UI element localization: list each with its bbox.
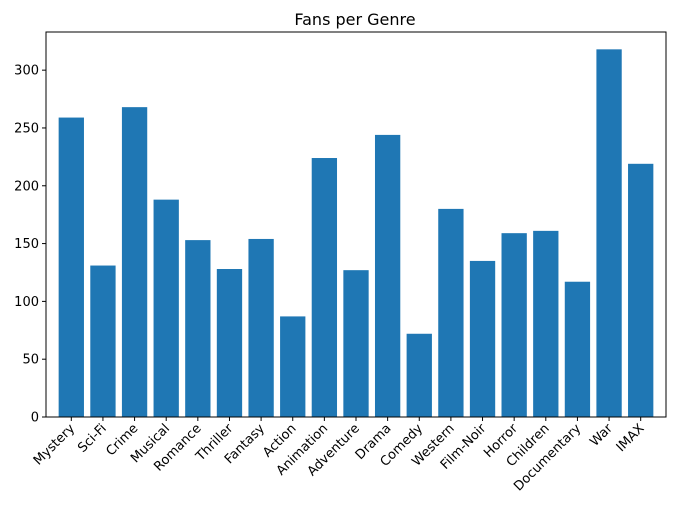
bar-romance <box>185 240 211 417</box>
y-tick-label: 0 <box>31 411 39 426</box>
x-tick-label: IMAX <box>614 421 648 455</box>
bar-animation <box>311 158 338 417</box>
bar-musical <box>153 199 179 417</box>
bar-thriller <box>216 269 243 417</box>
bar-sci-fi <box>90 265 116 417</box>
bar-western <box>438 208 464 417</box>
bar-children <box>533 230 559 417</box>
y-axis: 0 50 100 150 200 250 300 <box>14 64 46 426</box>
bar-drama <box>374 134 401 417</box>
plot-frame <box>45 31 667 418</box>
chart-title: Fans per Genre <box>294 10 415 29</box>
bar-crime <box>121 107 148 418</box>
y-tick-label: 50 <box>22 353 39 368</box>
bar-war <box>596 49 622 418</box>
bar-fantasy <box>248 238 274 417</box>
bar-mystery <box>58 117 84 417</box>
y-tick-label: 250 <box>14 121 39 136</box>
bars-group <box>58 49 654 418</box>
y-tick-label: 100 <box>14 295 39 310</box>
bar-comedy <box>406 333 432 417</box>
bar-film-noir <box>469 260 496 417</box>
x-axis: MysterySci-FiCrimeMusicalRomanceThriller… <box>31 417 648 494</box>
x-tick-label: War <box>587 421 616 450</box>
bar-horror <box>501 233 527 417</box>
y-tick-label: 150 <box>14 237 39 252</box>
bar-adventure <box>343 270 369 417</box>
bar-imax <box>628 163 654 417</box>
bar-action <box>280 316 306 417</box>
bar-documentary <box>564 281 591 417</box>
x-tick-label: Mystery <box>31 421 78 468</box>
y-tick-label: 300 <box>14 64 39 79</box>
y-tick-label: 200 <box>14 179 39 194</box>
